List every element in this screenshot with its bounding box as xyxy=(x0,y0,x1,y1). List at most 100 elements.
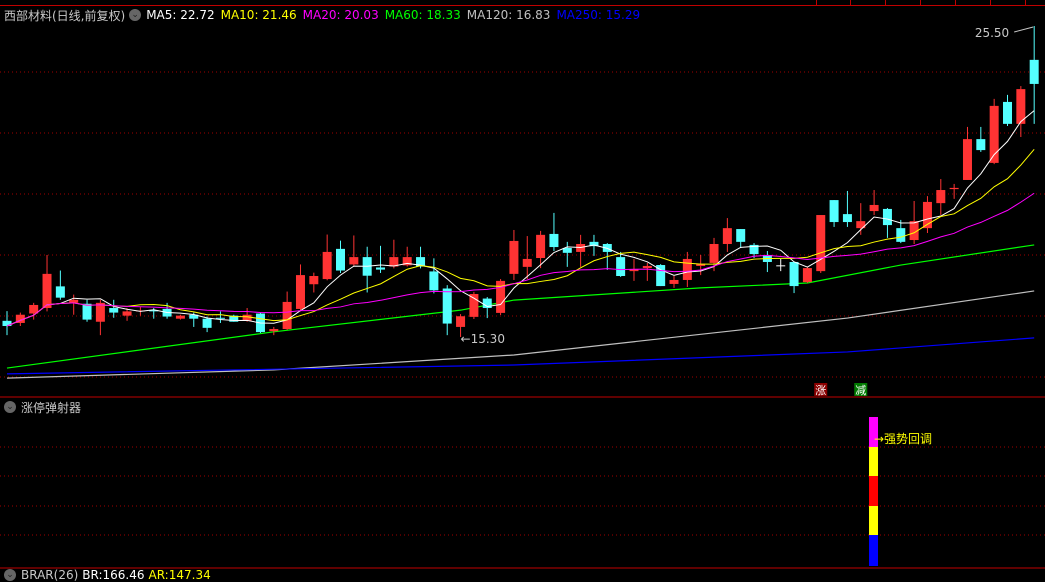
chevron-down-icon[interactable]: ⌄ xyxy=(129,9,142,21)
brar-br: BR:166.46 xyxy=(82,568,145,582)
indicator-title: 涨停弹射器 xyxy=(21,400,82,415)
indicator-bar-segment xyxy=(869,506,878,535)
candle-body xyxy=(349,257,359,265)
candle-body xyxy=(2,320,12,327)
candle-body xyxy=(936,190,946,204)
candle-body xyxy=(389,257,399,267)
candle-body xyxy=(309,276,319,285)
ma-legend-item: MA120: 16.83 xyxy=(466,8,551,22)
candle-body xyxy=(336,248,345,271)
candle-body xyxy=(962,139,972,180)
candle-body xyxy=(829,200,839,223)
candle-body xyxy=(589,241,599,247)
candle-body xyxy=(149,310,159,312)
candle-body xyxy=(482,298,492,309)
candle-body xyxy=(189,314,199,319)
chevron-down-icon[interactable]: ⌄ xyxy=(4,569,16,581)
candle-body xyxy=(949,187,959,190)
candle-body xyxy=(322,251,332,280)
candle-body xyxy=(42,273,52,309)
candle-body xyxy=(869,204,879,212)
candle-body xyxy=(376,267,386,270)
candle-body xyxy=(202,318,212,328)
candle-body xyxy=(15,314,25,323)
ma-legend-item: MA5: 22.72 xyxy=(146,8,215,22)
candle-body xyxy=(496,280,506,313)
brar-header: ⌄ BRAR(26) BR:166.46 AR:147.34 xyxy=(4,568,211,582)
candle-body xyxy=(682,258,692,280)
candle-body xyxy=(709,243,719,263)
candle-body xyxy=(856,221,866,229)
candle-body xyxy=(282,301,292,330)
low-price-label: ←15.30 xyxy=(461,332,505,346)
candle-body xyxy=(642,265,652,269)
candle-body xyxy=(456,316,466,327)
candle-body xyxy=(922,201,932,229)
indicator-signal-label: →强势回调 xyxy=(874,432,932,446)
candle-body xyxy=(509,240,519,274)
brar-ar: AR:147.34 xyxy=(148,568,211,582)
candle-body xyxy=(269,329,279,332)
candle-body xyxy=(549,233,559,248)
signal-marker-bg xyxy=(854,383,868,396)
top-toolbar-strip xyxy=(0,0,1045,6)
toolbar-divider xyxy=(990,0,991,5)
indicator-bar-segment xyxy=(869,476,878,506)
candle-body xyxy=(229,315,239,322)
ma120-line xyxy=(6,290,1035,379)
candle-body xyxy=(696,263,706,266)
indicator-bar-segment xyxy=(869,447,878,476)
candle-body xyxy=(469,293,479,317)
candle-body xyxy=(175,315,185,319)
candle-body xyxy=(536,234,546,259)
ma5-line xyxy=(6,110,1035,327)
main-chart-header: 西部材料(日线,前复权) ⌄ MA5: 22.72 MA10: 21.46 MA20… xyxy=(4,7,646,23)
toolbar-divider xyxy=(920,0,921,5)
ma-legend-item: MA60: 18.33 xyxy=(384,8,461,22)
candle-body xyxy=(802,268,812,283)
candle-body xyxy=(1016,89,1026,124)
candle-body xyxy=(976,139,986,151)
toolbar-divider xyxy=(816,0,817,5)
ma-legend-item: MA20: 20.03 xyxy=(302,8,379,22)
brar-name: BRAR(26) xyxy=(21,568,79,582)
toolbar-divider xyxy=(1025,0,1026,5)
indicator-header: ⌄ 涨停弹射器 xyxy=(4,399,81,415)
candle-body xyxy=(656,265,666,287)
candle-body xyxy=(562,247,572,253)
high-price-label: 25.50 xyxy=(975,26,1009,40)
candle-body xyxy=(295,275,305,309)
candle-body xyxy=(122,311,132,316)
ma-legend-item: MA10: 21.46 xyxy=(220,8,297,22)
candle-body xyxy=(882,208,892,226)
candle-body xyxy=(1003,101,1012,124)
signal-marker: 涨 xyxy=(815,384,826,397)
ma10-line xyxy=(6,148,1035,327)
candle-body xyxy=(95,302,105,322)
toolbar-divider xyxy=(955,0,956,5)
ma250-line xyxy=(6,337,1035,375)
candle-body xyxy=(629,268,639,272)
chevron-down-icon[interactable]: ⌄ xyxy=(4,401,16,413)
ma-legend-item: MA250: 15.29 xyxy=(556,8,641,22)
candle-body xyxy=(109,308,119,313)
candle-body xyxy=(896,228,906,242)
candle-body xyxy=(242,314,252,321)
candle-body xyxy=(842,214,852,223)
indicator-bar-segment xyxy=(869,535,878,566)
candle-body xyxy=(442,288,452,324)
candle-body xyxy=(736,229,746,242)
ma-legend: MA5: 22.72 MA10: 21.46 MA20: 20.03 MA60: 18… xyxy=(146,8,646,22)
candle-body xyxy=(82,303,92,320)
indicator-bar-segment xyxy=(869,417,878,447)
candle-body xyxy=(776,265,786,267)
candle-body xyxy=(789,261,799,287)
candle-body xyxy=(816,215,826,272)
ma60-line xyxy=(6,244,1035,369)
signal-marker-bg xyxy=(814,383,828,396)
candle-body xyxy=(1029,59,1039,84)
ma20-line xyxy=(6,192,1035,327)
stock-title: 西部材料(日线,前复权) xyxy=(4,8,126,23)
candle-body xyxy=(29,304,39,314)
